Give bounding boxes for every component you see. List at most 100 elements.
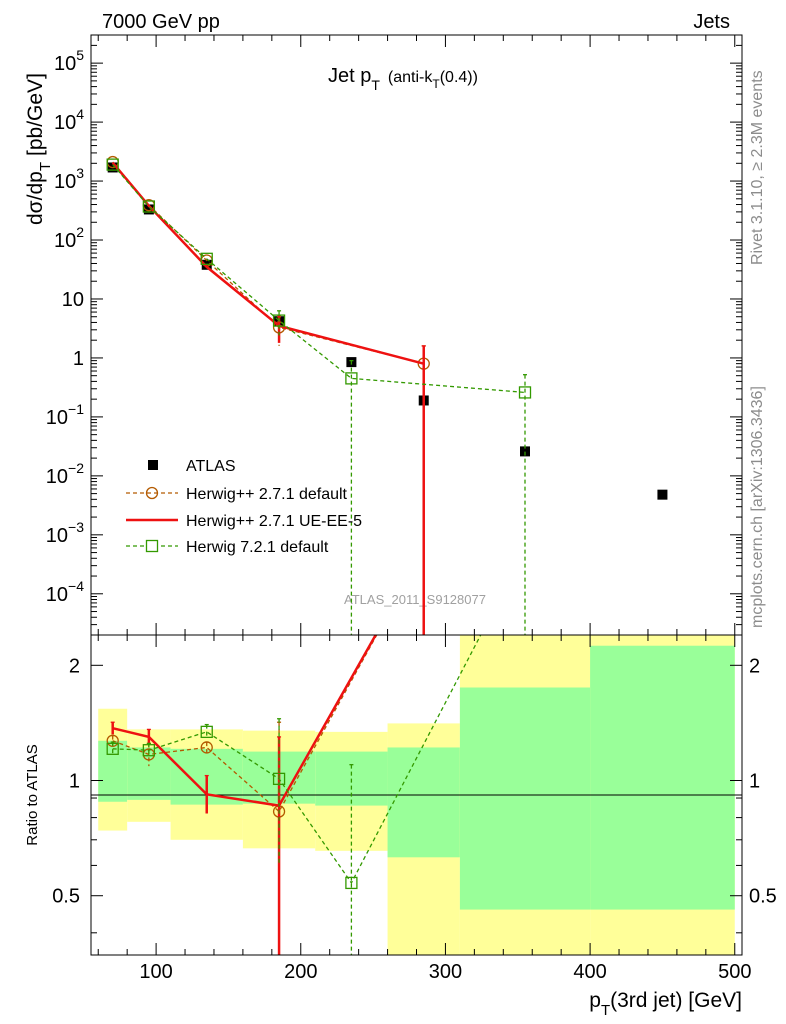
plot-title-paren: (anti-k [388, 69, 433, 86]
ratio-point-hpp-default [200, 741, 213, 754]
main-panel: ATLAS_2011_S9128077 10510410310210110−11… [46, 34, 743, 636]
plot-title-paren-sub: T [432, 77, 440, 91]
band-inner [590, 645, 735, 910]
main-point-h7-default [200, 252, 213, 265]
y-tick-label-ratio-right: 0.5 [749, 886, 777, 908]
y-axis-label-ratio: Ratio to ATLAS [24, 744, 41, 845]
y-tick-label-main: 10−3 [46, 519, 84, 547]
y-tick-label-base: 10 [54, 171, 76, 193]
plot-title: Jet pT (anti-kT(0.4)) [328, 65, 478, 93]
y-tick-label-main: 10−2 [46, 460, 84, 488]
y-tick-label-base: 10 [54, 230, 76, 252]
legend-marker-atlas [148, 460, 158, 470]
y-tick-label-ratio-left: 0.5 [52, 886, 80, 908]
ratio-panel: 2 2 1 1 0.5 0.5 [52, 634, 777, 956]
legend-entry-h7-default: Herwig 7.2.1 default [126, 539, 329, 556]
y-tick-label-main: 10−4 [46, 578, 84, 606]
ratio-y-ticks: 2 2 1 1 0.5 0.5 [52, 655, 777, 934]
header-left: 7000 GeV pp [102, 11, 220, 33]
y-tick-label-exp: −3 [68, 519, 84, 535]
legend-entry-hpp-ueee5: Herwig++ 2.7.1 UE-EE-5 [126, 513, 362, 530]
y-axis-label-main-unit: [pb/GeV] [24, 73, 47, 156]
header-right: Jets [693, 11, 730, 33]
main-point-h7-default [345, 372, 358, 385]
y-tick-label-base: 10 [54, 112, 76, 134]
y-tick-label-ratio-left: 1 [69, 771, 80, 793]
x-axis-label-p: p [589, 989, 601, 1012]
main-point-h7-default [272, 314, 286, 327]
legend-label-hpp-ueee5: Herwig++ 2.7.1 UE-EE-5 [186, 513, 362, 530]
y-tick-label-base: 10 [46, 584, 68, 606]
band-inner [387, 747, 460, 858]
x-axis-label-sub: T [601, 1002, 610, 1019]
main-point-h7-default [106, 158, 119, 171]
y-tick-label-main: 105 [54, 47, 84, 75]
plot-title-paren-end: (0.4)) [440, 69, 478, 86]
y-tick-label-main: 1 [73, 348, 84, 370]
y-tick-label-main: 102 [54, 224, 84, 252]
atlas-point [143, 204, 154, 215]
y-tick-label-base: 10 [46, 407, 68, 429]
x-tick-label: 300 [429, 961, 462, 983]
x-axis-label: pT(3rd jet) [GeV] [589, 989, 742, 1019]
y-tick-label-ratio-left: 2 [69, 655, 80, 677]
atlas-point [657, 489, 668, 500]
y-tick-label-base: 1 [73, 348, 84, 370]
band-inner [315, 751, 388, 806]
y-axis-label-main-text: dσ/dp [24, 171, 47, 225]
y-tick-label-base: 10 [54, 53, 76, 75]
ratio-point-h7-default [272, 772, 286, 786]
y-tick-label-exp: −2 [68, 460, 84, 476]
legend-label-atlas: ATLAS [186, 458, 236, 475]
x-axis-label-rest: (3rd jet) [GeV] [610, 989, 742, 1012]
x-tick-label: 100 [139, 961, 172, 983]
atlas-point [520, 446, 530, 457]
y-tick-label-exp: −4 [68, 578, 84, 594]
legend-entry-atlas: ATLAS [148, 458, 236, 475]
legend: ATLAS Herwig++ 2.7.1 default Herwig++ 2.… [126, 458, 362, 556]
main-line-hpp-default [112, 161, 424, 365]
legend-label-hpp-default: Herwig++ 2.7.1 default [186, 486, 348, 503]
x-tick-label: 500 [718, 961, 751, 983]
main-data-layer [106, 155, 668, 635]
y-tick-label-exp: 5 [76, 47, 84, 63]
y-tick-label-ratio-right: 2 [749, 655, 760, 677]
legend-entry-hpp-default: Herwig++ 2.7.1 default [126, 486, 348, 503]
rivet-version: Rivet 3.1.10, ≥ 2.3M events [749, 70, 766, 265]
y-tick-label-base: 10 [46, 525, 68, 547]
y-tick-label-main: 103 [54, 165, 84, 193]
ratio-point-h7-default [142, 744, 156, 757]
legend-marker-h7-default [145, 539, 159, 553]
y-tick-label-base: 10 [62, 289, 84, 311]
plot-title-main-sub: T [371, 77, 380, 93]
y-tick-label-main: 10−1 [46, 401, 84, 429]
legend-label-h7-default: Herwig 7.2.1 default [186, 539, 329, 556]
ratio-point-h7-default [345, 876, 358, 890]
plot-title-main: Jet p [328, 65, 371, 87]
y-tick-label-exp: −1 [68, 401, 84, 417]
ratio-point-h7-default [106, 742, 119, 755]
ratio-point-h7-default [200, 725, 213, 739]
y-tick-label-base: 10 [46, 466, 68, 488]
legend-marker-hpp-default [145, 486, 159, 500]
ratio-data-layer [106, 635, 482, 955]
y-axis-label-main-sub: T [37, 162, 54, 171]
y-tick-label-main: 104 [54, 106, 84, 134]
main-line-hpp-ueee5 [111, 161, 425, 365]
y-tick-label-exp: 2 [76, 224, 84, 240]
y-tick-label-exp: 4 [76, 106, 84, 122]
y-axis-label-main: dσ/dpT [pb/GeV] [24, 73, 54, 225]
x-tick-label: 200 [284, 961, 317, 983]
y-tick-label-exp: 3 [76, 165, 84, 181]
band-inner [459, 687, 591, 910]
main-line-h7-default [112, 164, 526, 394]
y-tick-label-ratio-right: 1 [749, 771, 760, 793]
y-tick-label-main: 10 [62, 289, 84, 311]
main-point-h7-default [518, 386, 532, 399]
watermark: ATLAS_2011_S9128077 [344, 592, 486, 607]
mcplots-credit: mcplots.cern.ch [arXiv:1306.3436] [749, 386, 766, 628]
main-point-h7-default [142, 200, 156, 213]
x-ticks: 100 200 300 400 500 [97, 35, 751, 983]
